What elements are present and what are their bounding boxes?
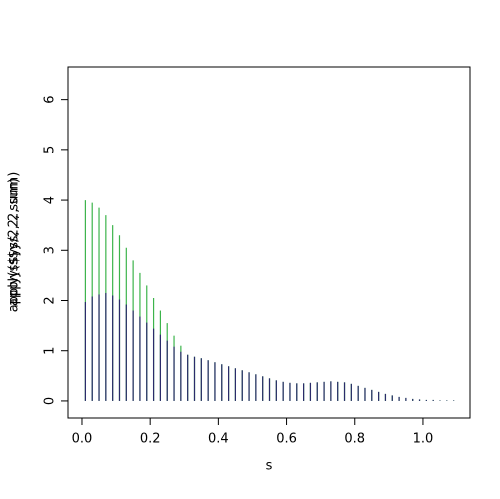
x-tick-label: 0.8 <box>344 432 365 447</box>
x-tick-label: 0.0 <box>72 432 93 447</box>
y-tick-label: 2 <box>43 296 58 304</box>
plot-frame <box>67 66 471 419</box>
y-tick-label: 4 <box>43 196 58 204</box>
x-tick-label: 0.4 <box>208 432 229 447</box>
y-tick-label: 5 <box>43 146 58 154</box>
y-axis-label: apply(s$ys, 2, sum) <box>7 178 22 306</box>
x-tick-label: 0.6 <box>276 432 297 447</box>
y-tick-label: 1 <box>43 347 58 355</box>
x-tick-label: 1.0 <box>413 432 434 447</box>
y-tick-label: 6 <box>43 95 58 103</box>
y-tick-label: 3 <box>43 246 58 254</box>
y-axis-label: apply(s$ys/2, 2, sum) <box>7 172 22 313</box>
y-tick-label: 0 <box>43 397 58 405</box>
x-axis-label: s <box>266 459 273 474</box>
x-tick-label: 0.2 <box>140 432 161 447</box>
